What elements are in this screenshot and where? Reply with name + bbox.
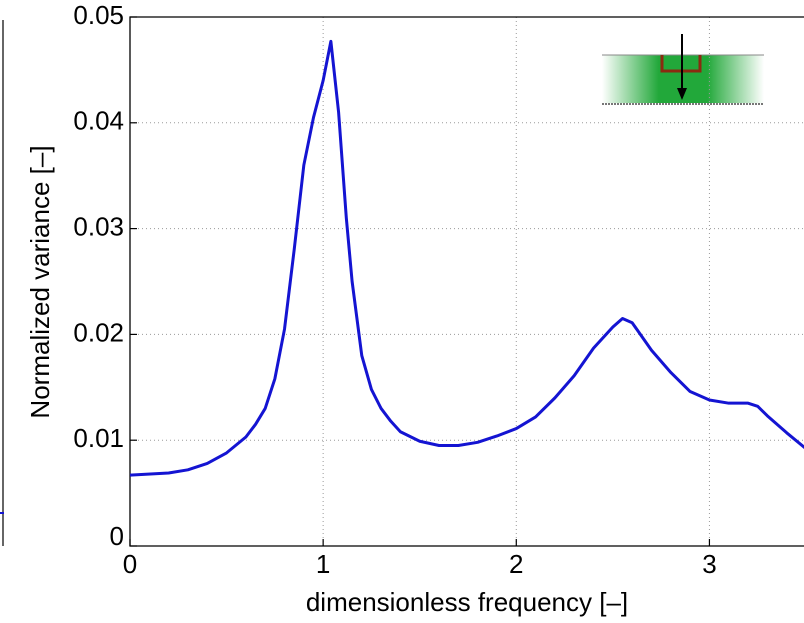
inset-icon (602, 34, 764, 105)
x-tick-label: 0 (123, 549, 137, 579)
axes-frame (129, 16, 804, 547)
y-tick-label: 0.03 (73, 211, 124, 241)
y-axis-label: Normalized variance [–] (25, 145, 55, 418)
data-line (129, 39, 804, 477)
y-tick-label: 0.01 (73, 423, 124, 453)
y-tick-label: 0.02 (73, 317, 124, 347)
y-tick-label: 0.04 (73, 106, 124, 136)
x-tick-label: 3 (702, 549, 716, 579)
x-tick-label: 1 (316, 549, 330, 579)
x-tick-label: 2 (509, 549, 523, 579)
y-tick-label: 0 (110, 521, 124, 551)
x-axis-label: dimensionless frequency [–] (306, 587, 628, 617)
y-tick-label: 0.05 (73, 0, 124, 30)
inset-arrowhead (677, 88, 687, 100)
